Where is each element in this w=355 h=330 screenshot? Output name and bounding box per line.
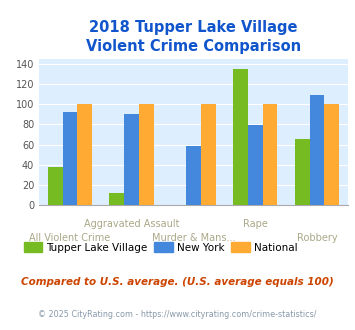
Text: Compared to U.S. average. (U.S. average equals 100): Compared to U.S. average. (U.S. average … [21, 278, 334, 287]
Text: Rape: Rape [243, 219, 268, 229]
Bar [233, 69, 248, 205]
Bar [48, 167, 62, 205]
Text: All Violent Crime: All Violent Crime [29, 233, 110, 243]
Text: Aggravated Assault: Aggravated Assault [84, 219, 180, 229]
Title: 2018 Tupper Lake Village
Violent Crime Comparison: 2018 Tupper Lake Village Violent Crime C… [86, 20, 301, 54]
Text: Robbery: Robbery [297, 233, 337, 243]
Bar [186, 146, 201, 205]
Text: © 2025 CityRating.com - https://www.cityrating.com/crime-statistics/: © 2025 CityRating.com - https://www.city… [38, 310, 317, 319]
Bar [201, 105, 216, 205]
Bar [248, 125, 263, 205]
Text: Murder & Mans...: Murder & Mans... [152, 233, 235, 243]
Legend: Tupper Lake Village, New York, National: Tupper Lake Village, New York, National [20, 238, 301, 257]
Bar [124, 115, 139, 205]
Bar [77, 105, 92, 205]
Bar [139, 105, 154, 205]
Bar [295, 139, 310, 205]
Bar [263, 105, 278, 205]
Bar [324, 105, 339, 205]
Bar [310, 95, 324, 205]
Bar [62, 113, 77, 205]
Bar [109, 193, 124, 205]
